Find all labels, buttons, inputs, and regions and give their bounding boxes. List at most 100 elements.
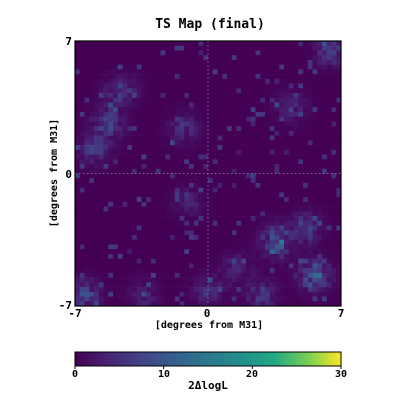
heatmap-cell [127,74,133,80]
heatmap-cell [279,201,285,207]
heatmap-cell [127,235,133,241]
heatmap-cell [284,135,290,141]
heatmap-cell [260,253,266,259]
heatmap-cell [293,116,299,122]
heatmap-cell [103,258,109,264]
heatmap-cell [141,178,147,184]
heatmap-cell [189,296,195,302]
heatmap-cell [227,249,233,255]
heatmap-cell [312,135,318,141]
heatmap-cell [246,78,252,84]
heatmap-cell [155,50,161,56]
heatmap-cell [89,239,95,245]
heatmap-cell [103,272,109,278]
heatmap-cell [326,107,332,113]
heatmap-cell [132,116,138,122]
heatmap-cell [227,45,233,51]
heatmap-cell [288,187,294,193]
heatmap-cell [189,192,195,198]
heatmap-cell [317,121,323,127]
heatmap-cell [260,287,266,293]
heatmap-cell [203,50,209,56]
heatmap-cell [293,230,299,236]
heatmap-cell [265,173,271,179]
heatmap-cell [127,69,133,75]
heatmap-cell [331,64,337,70]
heatmap-cell [155,121,161,127]
heatmap-cell [203,201,209,207]
heatmap-cell [227,107,233,113]
heatmap-cell [179,244,185,250]
heatmap-cell [288,197,294,203]
heatmap-cell [122,220,128,226]
heatmap-cell [246,225,252,231]
heatmap-cell [122,102,128,108]
heatmap-cell [89,287,95,293]
heatmap-cell [117,291,123,297]
heatmap-cell [189,168,195,174]
heatmap-cell [331,192,337,198]
heatmap-cell [113,296,119,302]
heatmap-cell [217,64,223,70]
heatmap-cell [208,253,214,259]
heatmap-cell [79,225,85,231]
heatmap-cell [288,249,294,255]
heatmap-cell [94,220,100,226]
heatmap-cell [336,107,342,113]
heatmap-cell [269,263,275,269]
heatmap-cell [75,272,81,278]
heatmap-cell [255,291,261,297]
heatmap-cell [179,187,185,193]
heatmap-cell [151,145,157,151]
heatmap-cell [94,249,100,255]
heatmap-cell [151,111,157,118]
heatmap-cell [108,107,114,113]
heatmap-cell [307,154,313,160]
heatmap-cell [193,168,199,174]
heatmap-cell [174,282,180,288]
heatmap-cell [265,216,271,222]
heatmap-cell [303,88,309,94]
heatmap-cell [89,282,95,288]
heatmap-cell [198,116,204,122]
heatmap-cell [260,182,266,188]
heatmap-cell [98,220,104,226]
heatmap-cell [98,140,104,146]
heatmap-cell [326,182,332,188]
heatmap-cell [331,277,337,283]
heatmap-cell [122,249,128,255]
heatmap-cell [151,55,157,61]
heatmap-cell [331,140,337,146]
heatmap-cell [151,253,157,259]
heatmap-cell [307,64,313,70]
heatmap-cell [141,216,147,222]
heatmap-cell [269,197,275,203]
heatmap-cell [293,149,299,155]
heatmap-cell [279,239,285,245]
heatmap-cell [136,272,142,278]
heatmap-cell [141,145,147,151]
heatmap-cell [288,164,294,170]
heatmap-cell [141,282,147,288]
heatmap-cell [203,69,209,75]
heatmap-cell [312,230,318,236]
heatmap-cell [160,301,166,307]
heatmap-cell [170,126,176,132]
heatmap-cell [203,74,209,80]
heatmap-cell [260,291,266,297]
heatmap-cell [79,55,85,61]
heatmap-cell [284,287,290,293]
heatmap-cell [265,211,271,217]
heatmap-cell [189,88,195,94]
heatmap-cell [189,55,195,61]
heatmap-cell [198,296,204,302]
heatmap-cell [155,192,161,198]
heatmap-cell [94,149,100,155]
heatmap-cell [212,116,218,122]
heatmap-cell [174,235,180,241]
heatmap-cell [227,164,233,170]
heatmap-cell [246,187,252,193]
heatmap-cell [284,55,290,61]
heatmap-cell [222,78,228,84]
heatmap-cell [165,291,171,297]
